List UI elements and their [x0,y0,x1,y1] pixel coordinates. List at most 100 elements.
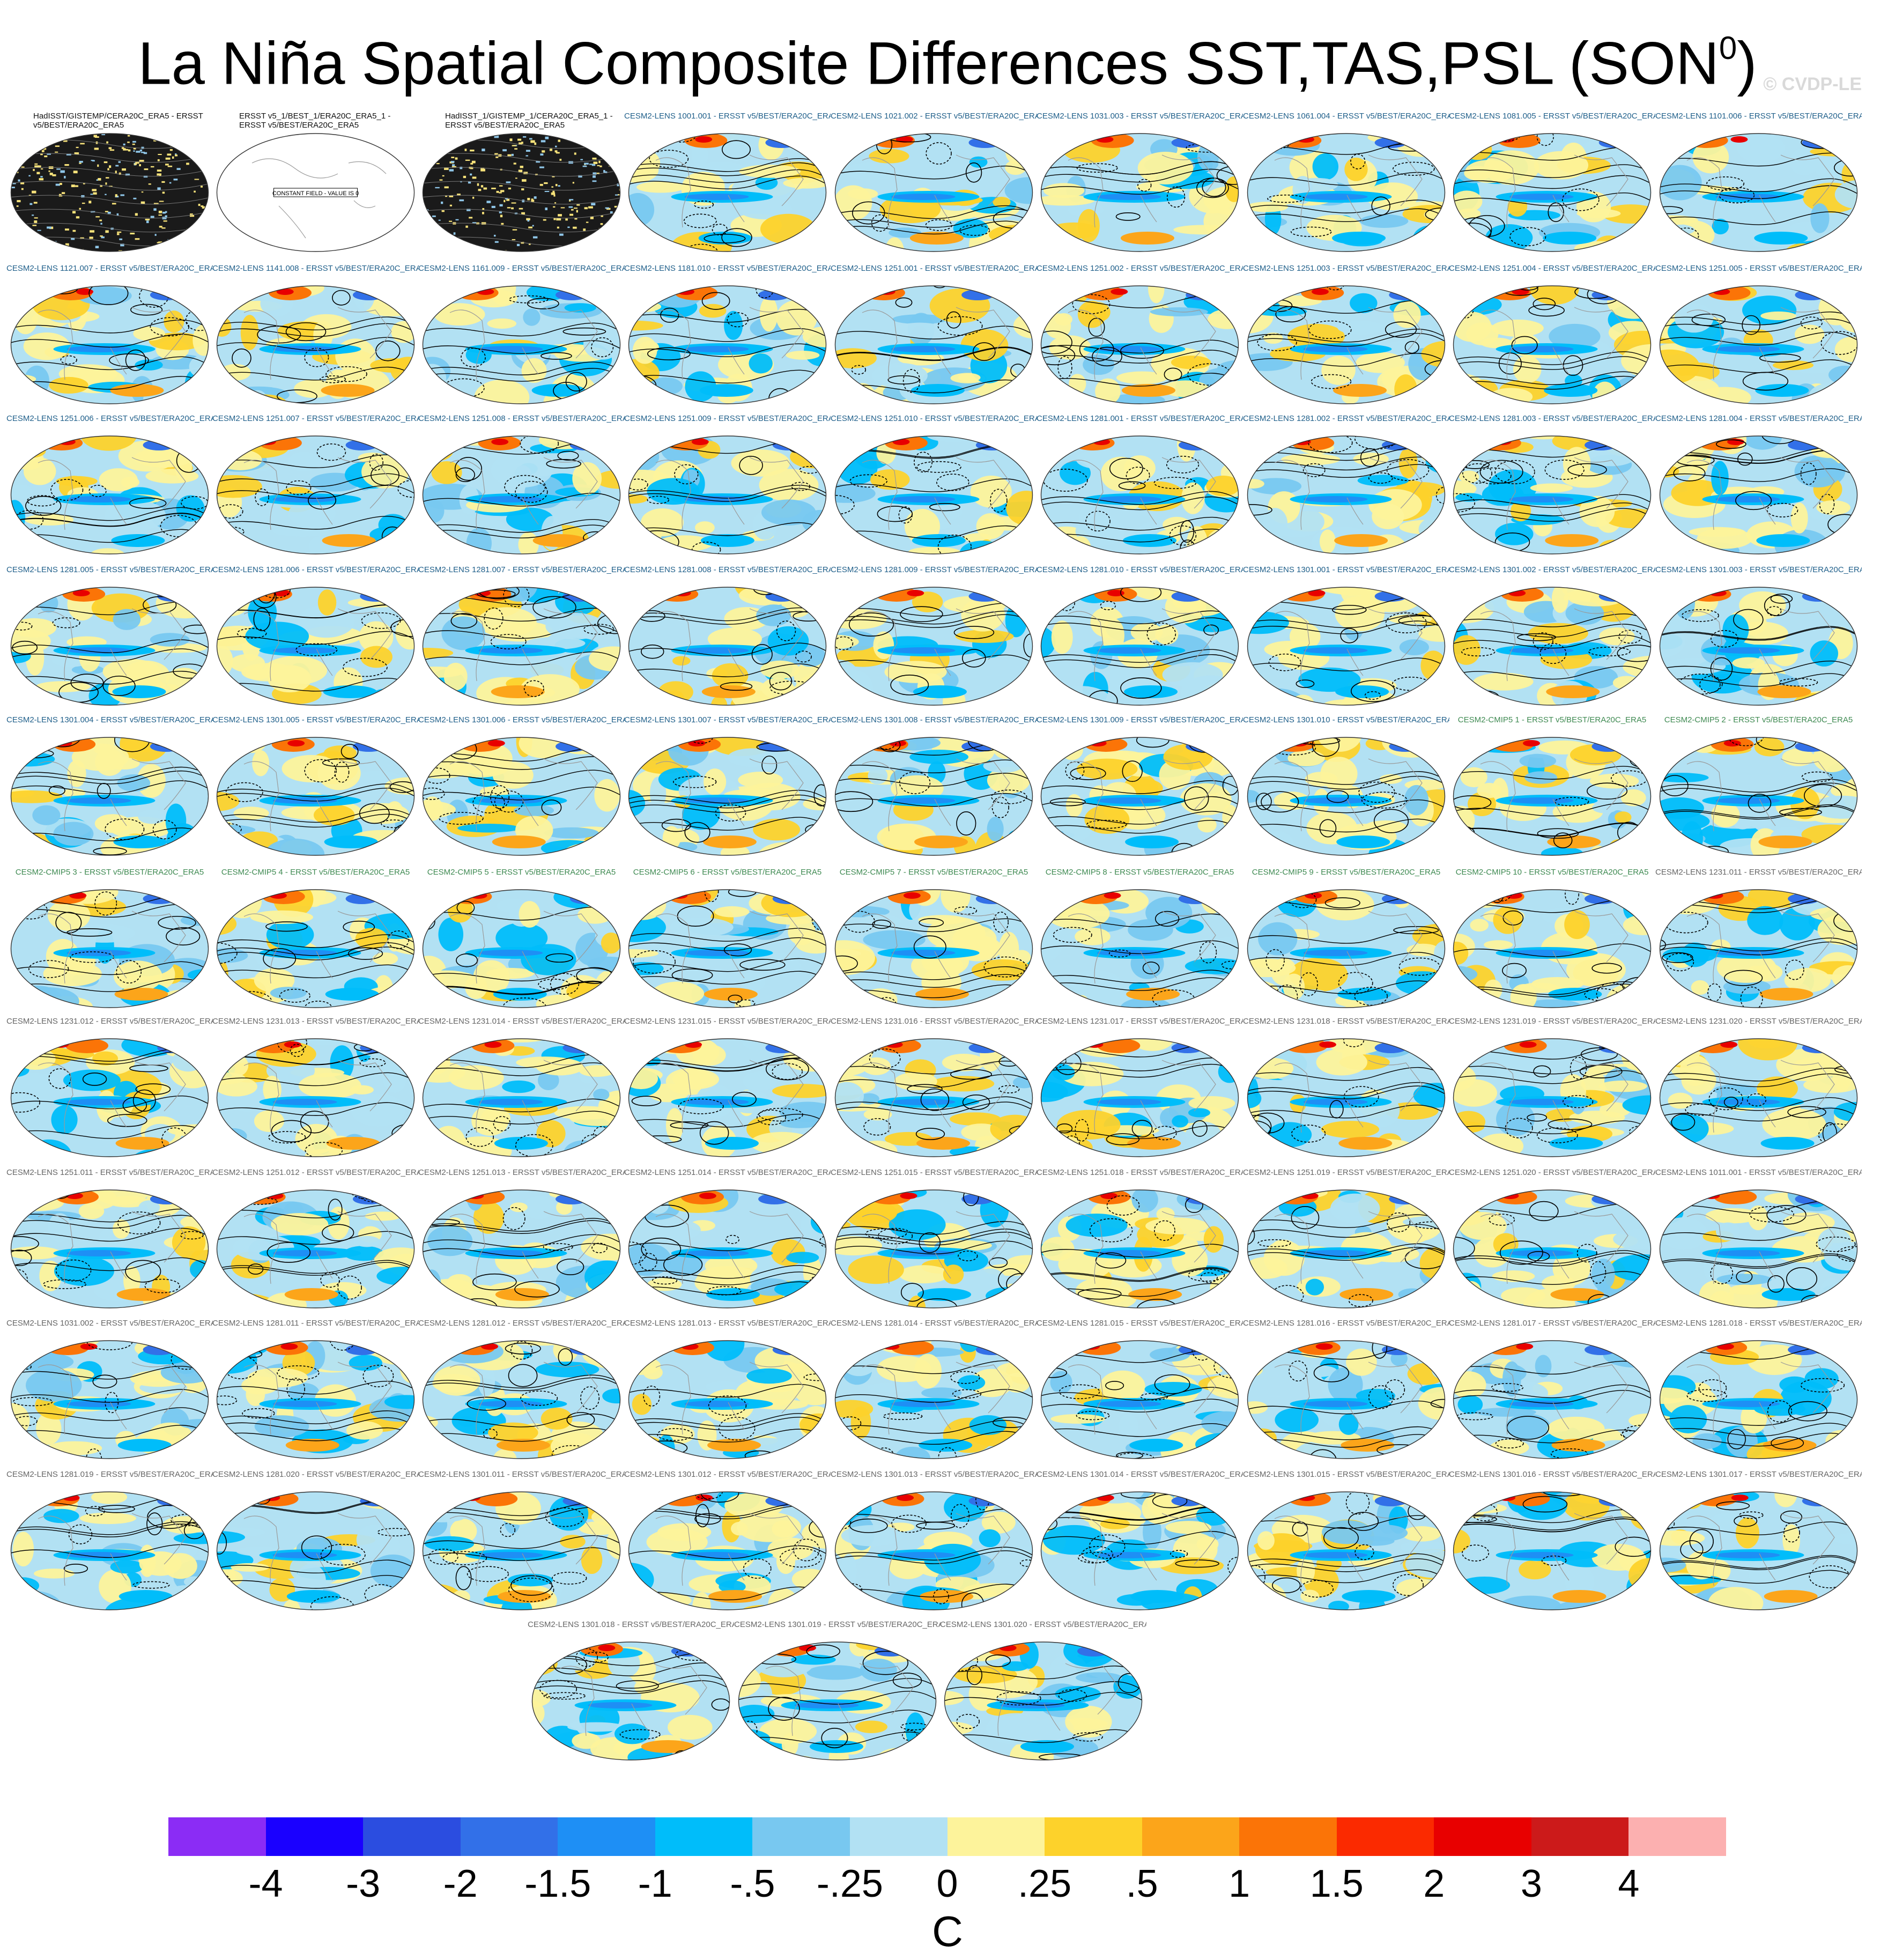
map-panel: ERSST v5_1/BEST_1/ERA20C_ERA5_1 - ERSST … [212,112,419,262]
panel-label: CESM2-LENS 1301.013 - ERSST v5/BEST/ERA2… [831,1470,1037,1479]
globe-map [628,435,827,554]
panel-label: CESM2-LENS 1281.002 - ERSST v5/BEST/ERA2… [1243,414,1449,423]
globe-map [1659,587,1858,706]
map-panel: CESM2-LENS 1061.004 - ERSST v5/BEST/ERA2… [1243,112,1449,262]
map-panel: CESM2-LENS 1281.017 - ERSST v5/BEST/ERA2… [1449,1319,1655,1469]
panel-label: ERSST v5_1/BEST_1/ERA20C_ERA5_1 - ERSST … [239,112,391,130]
globe-map [628,587,827,706]
globe-map [10,737,209,856]
map-panel: CESM2-CMIP5 1 - ERSST v5/BEST/ERA20C_ERA… [1449,715,1655,866]
map-panel: CESM2-LENS 1251.005 - ERSST v5/BEST/ERA2… [1655,264,1862,414]
panel-label: CESM2-LENS 1281.001 - ERSST v5/BEST/ERA2… [1037,414,1243,423]
panel-label: CESM2-LENS 1231.016 - ERSST v5/BEST/ERA2… [831,1017,1037,1026]
panel-label: CESM2-LENS 1251.005 - ERSST v5/BEST/ERA2… [1655,264,1862,273]
constant-field-note: CONSTANT FIELD - VALUE IS 0 [272,190,359,197]
globe-map [216,737,415,856]
panel-label: CESM2-LENS 1251.009 - ERSST v5/BEST/ERA2… [624,414,831,423]
map-panel: CESM2-LENS 1231.016 - ERSST v5/BEST/ERA2… [831,1017,1037,1167]
map-panel: CESM2-CMIP5 5 - ERSST v5/BEST/ERA20C_ERA… [418,868,625,1018]
globe-map [422,133,621,252]
globe-map [1453,1491,1652,1610]
colorbar-swatch [1239,1817,1337,1856]
globe-map [1040,435,1239,554]
map-panel: CESM2-LENS 1251.004 - ERSST v5/BEST/ERA2… [1449,264,1655,414]
globe-map [216,889,415,1008]
panel-label: CESM2-LENS 1301.006 - ERSST v5/BEST/ERA2… [418,715,625,724]
map-panel: CESM2-LENS 1251.015 - ERSST v5/BEST/ERA2… [831,1168,1037,1318]
map-panel: CESM2-LENS 1251.020 - ERSST v5/BEST/ERA2… [1449,1168,1655,1318]
coastline [251,158,387,239]
panel-label: CESM2-CMIP5 10 - ERSST v5/BEST/ERA20C_ER… [1455,868,1649,877]
panel-label: CESM2-LENS 1001.001 - ERSST v5/BEST/ERA2… [624,112,831,121]
panel-label: CESM2-CMIP5 4 - ERSST v5/BEST/ERA20C_ERA… [221,868,410,877]
map-panel: CESM2-LENS 1281.019 - ERSST v5/BEST/ERA2… [6,1470,213,1620]
panel-label: CESM2-LENS 1301.016 - ERSST v5/BEST/ERA2… [1449,1470,1655,1479]
map-panel: CESM2-LENS 1251.008 - ERSST v5/BEST/ERA2… [418,414,625,564]
colorbar-tick-label: -1.5 [524,1862,591,1905]
colorbar-swatch [265,1817,364,1856]
panel-label: CESM2-LENS 1231.017 - ERSST v5/BEST/ERA2… [1037,1017,1243,1026]
colorbar-tick-label: 0 [936,1862,958,1905]
panel-label: CESM2-CMIP5 8 - ERSST v5/BEST/ERA20C_ERA… [1045,868,1234,877]
map-panel: CESM2-LENS 1281.006 - ERSST v5/BEST/ERA2… [212,565,419,715]
panel-label: CESM2-LENS 1251.002 - ERSST v5/BEST/ERA2… [1037,264,1243,273]
panel-label: CESM2-LENS 1301.012 - ERSST v5/BEST/ERA2… [624,1470,831,1479]
colorbar-swatch [1628,1817,1726,1856]
map-panel: CESM2-LENS 1281.012 - ERSST v5/BEST/ERA2… [418,1319,625,1469]
panel-label: CESM2-LENS 1301.015 - ERSST v5/BEST/ERA2… [1243,1470,1449,1479]
colorbar [168,1817,1726,1856]
globe-map [1247,889,1446,1008]
map-panel: CESM2-CMIP5 7 - ERSST v5/BEST/ERA20C_ERA… [831,868,1037,1018]
map-panel: CESM2-LENS 1301.004 - ERSST v5/BEST/ERA2… [6,715,213,866]
panel-label: CESM2-LENS 1281.015 - ERSST v5/BEST/ERA2… [1037,1319,1243,1328]
globe-map [1453,435,1652,554]
map-panel: CESM2-LENS 1281.004 - ERSST v5/BEST/ERA2… [1655,414,1862,564]
globe-map [834,587,1033,706]
globe-map [834,1189,1033,1308]
globe-map [422,285,621,404]
globe-map [422,1038,621,1157]
map-panel: CESM2-LENS 1251.019 - ERSST v5/BEST/ERA2… [1243,1168,1449,1318]
globe-map [422,1491,621,1610]
globe-map [1453,285,1652,404]
map-panel: CESM2-LENS 1231.013 - ERSST v5/BEST/ERA2… [212,1017,419,1167]
panel-label: CESM2-LENS 1231.015 - ERSST v5/BEST/ERA2… [624,1017,831,1026]
map-panel: CESM2-LENS 1301.016 - ERSST v5/BEST/ERA2… [1449,1470,1655,1620]
colorbar-swatch [1434,1817,1531,1856]
map-panel: CESM2-LENS 1251.011 - ERSST v5/BEST/ERA2… [6,1168,213,1318]
globe-map [1659,1340,1858,1459]
panel-label: CESM2-LENS 1301.010 - ERSST v5/BEST/ERA2… [1243,715,1449,724]
map-panel: CESM2-CMIP5 3 - ERSST v5/BEST/ERA20C_ERA… [6,868,213,1018]
colorbar-tick-label: 1.5 [1309,1862,1364,1905]
map-panel: CESM2-CMIP5 9 - ERSST v5/BEST/ERA20C_ERA… [1243,868,1449,1018]
map-panel: CESM2-LENS 1301.015 - ERSST v5/BEST/ERA2… [1243,1470,1449,1620]
panel-label: CESM2-LENS 1301.003 - ERSST v5/BEST/ERA2… [1655,565,1862,574]
globe-map [216,1038,415,1157]
panel-label: CESM2-LENS 1161.009 - ERSST v5/BEST/ERA2… [418,264,625,273]
globe-map [1453,1189,1652,1308]
panel-label: CESM2-LENS 1251.015 - ERSST v5/BEST/ERA2… [831,1168,1037,1177]
colorbar-tick-label: -3 [346,1862,381,1905]
globe-map [10,133,209,252]
map-panel: CESM2-LENS 1231.015 - ERSST v5/BEST/ERA2… [624,1017,831,1167]
panel-label: CESM2-LENS 1281.017 - ERSST v5/BEST/ERA2… [1449,1319,1655,1328]
map-panel: CESM2-LENS 1301.010 - ERSST v5/BEST/ERA2… [1243,715,1449,866]
panel-label: CESM2-LENS 1301.005 - ERSST v5/BEST/ERA2… [212,715,419,724]
map-panel: CESM2-LENS 1251.009 - ERSST v5/BEST/ERA2… [624,414,831,564]
colorbar-tick-label: -2 [443,1862,478,1905]
globe-map [834,435,1033,554]
globe-map [1040,889,1239,1008]
globe-map [10,1189,209,1308]
panel-label: CESM2-LENS 1101.006 - ERSST v5/BEST/ERA2… [1655,112,1862,121]
colorbar-swatch [1142,1817,1240,1856]
map-panel: CESM2-LENS 1181.010 - ERSST v5/BEST/ERA2… [624,264,831,414]
globe-map [1040,737,1239,856]
panel-label: CESM2-LENS 1231.012 - ERSST v5/BEST/ERA2… [6,1017,213,1026]
panel-label: CESM2-LENS 1231.019 - ERSST v5/BEST/ERA2… [1449,1017,1655,1026]
panel-label: CESM2-LENS 1251.006 - ERSST v5/BEST/ERA2… [6,414,213,423]
panel-label: CESM2-LENS 1011.001 - ERSST v5/BEST/ERA2… [1655,1168,1862,1177]
globe-map [834,889,1033,1008]
panel-label: CESM2-LENS 1281.018 - ERSST v5/BEST/ERA2… [1655,1319,1862,1328]
globe-map [422,587,621,706]
panel-label: CESM2-LENS 1231.020 - ERSST v5/BEST/ERA2… [1655,1017,1862,1026]
